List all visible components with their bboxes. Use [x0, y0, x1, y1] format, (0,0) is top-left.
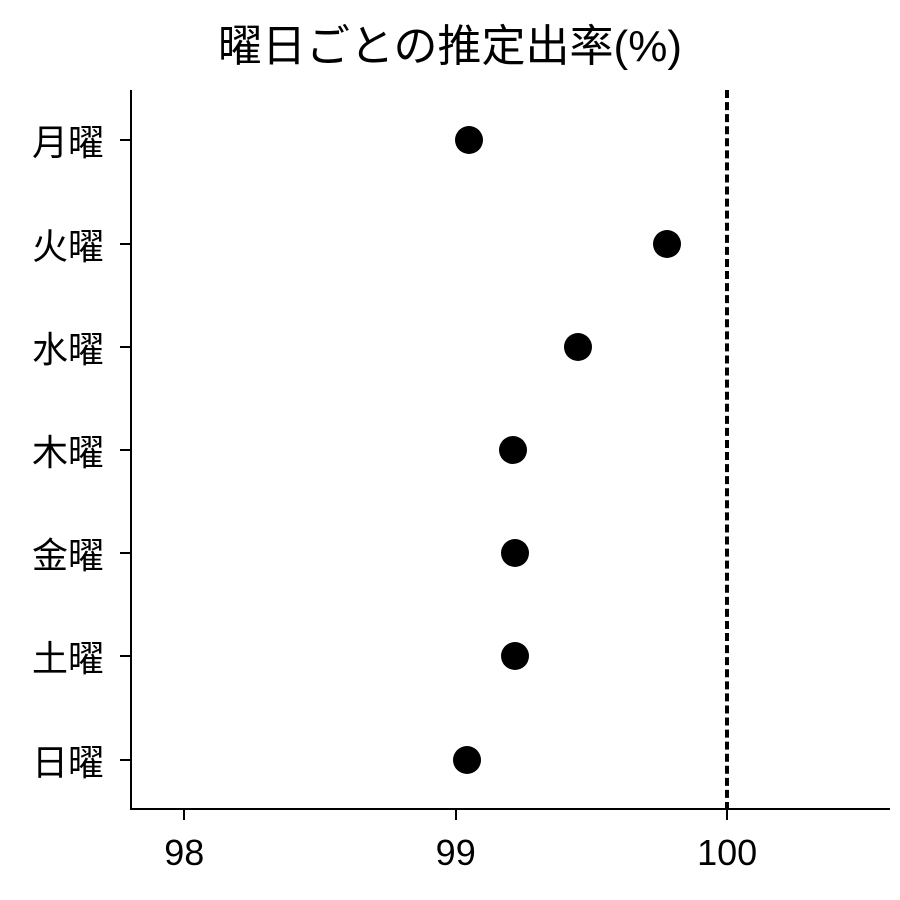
y-tick-label: 日曜 [32, 734, 104, 786]
data-point [653, 230, 681, 258]
y-tick-label: 金曜 [32, 527, 104, 579]
y-tick-mark [120, 346, 130, 348]
y-tick-mark [120, 449, 130, 451]
data-point [501, 539, 529, 567]
y-tick-label: 水曜 [32, 321, 104, 373]
y-tick-label: 木曜 [32, 424, 104, 476]
x-tick-mark [726, 810, 728, 820]
y-tick-mark [120, 759, 130, 761]
data-point [501, 642, 529, 670]
y-tick-label: 火曜 [32, 218, 104, 270]
chart-title: 曜日ごとの推定出率(%) [0, 10, 900, 74]
y-tick-mark [120, 139, 130, 141]
y-tick-label: 月曜 [32, 114, 104, 166]
reference-line [725, 90, 729, 810]
y-tick-mark [120, 243, 130, 245]
y-tick-mark [120, 552, 130, 554]
data-point [499, 436, 527, 464]
data-point [453, 746, 481, 774]
x-tick-mark [183, 810, 185, 820]
data-point [455, 126, 483, 154]
x-tick-label: 99 [436, 832, 476, 874]
x-tick-label: 100 [697, 832, 757, 874]
data-point [564, 333, 592, 361]
x-tick-label: 98 [164, 832, 204, 874]
x-tick-mark [455, 810, 457, 820]
chart-container: 曜日ごとの推定出率(%) 98 99 100 月曜火曜水曜木曜金曜土曜日曜 [0, 0, 900, 900]
y-tick-mark [120, 655, 130, 657]
y-tick-label: 土曜 [32, 630, 104, 682]
